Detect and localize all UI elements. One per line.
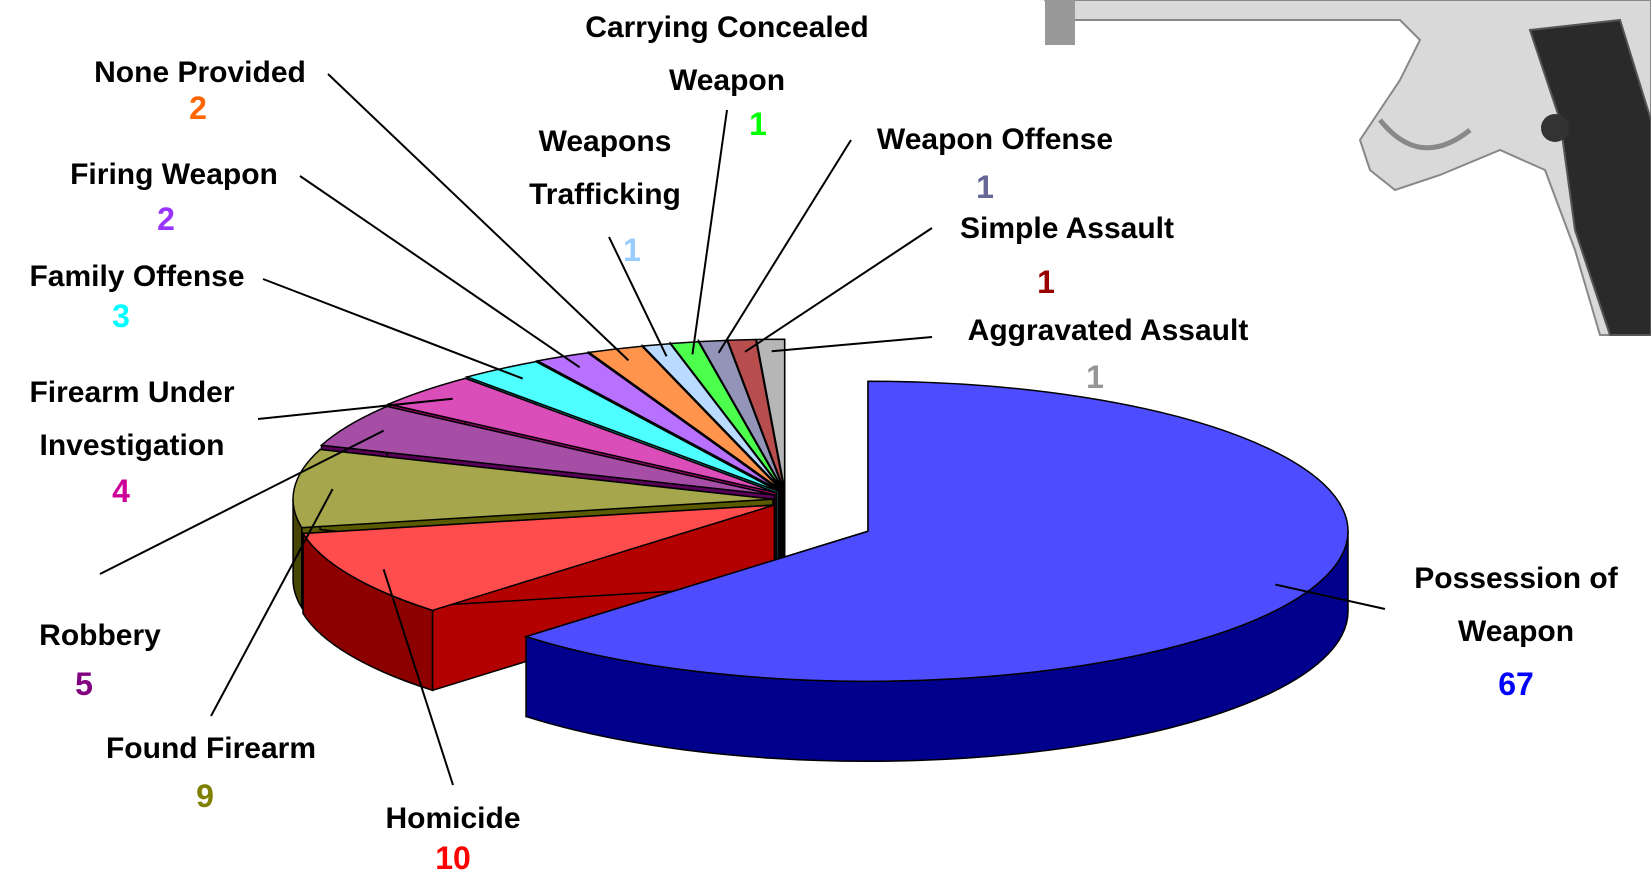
leader-line bbox=[263, 279, 523, 379]
value-label: 1 bbox=[1086, 359, 1104, 395]
slice-label: Weapons Trafficking bbox=[505, 115, 705, 221]
slice-label: Possession of Weapon bbox=[1381, 552, 1651, 658]
slice-label: Homicide bbox=[303, 792, 603, 845]
value-label: 67 bbox=[1498, 666, 1534, 702]
slice-label: Simple Assault bbox=[907, 202, 1227, 255]
leader-line bbox=[719, 140, 851, 353]
value-label: 5 bbox=[75, 666, 93, 702]
value-label: 4 bbox=[112, 473, 130, 509]
pistol-screw bbox=[1541, 114, 1569, 142]
value-label: 9 bbox=[196, 778, 214, 814]
value-label: 1 bbox=[623, 232, 641, 268]
slice-label: Robbery bbox=[0, 609, 200, 662]
value-label: 1 bbox=[749, 106, 767, 142]
value-label: 3 bbox=[112, 298, 130, 334]
pistol-muzzle bbox=[1045, 0, 1075, 45]
slice-label: Carrying Concealed Weapon bbox=[552, 1, 902, 107]
value-label: 2 bbox=[189, 90, 207, 126]
chart: Possession of Weapon 67 Homicide10 Found Fi… bbox=[0, 0, 1651, 875]
pistol-illustration bbox=[1045, 0, 1651, 335]
value-label: 1 bbox=[976, 169, 994, 205]
value-label: 10 bbox=[435, 840, 471, 875]
slice-label: Firing Weapon bbox=[24, 148, 324, 201]
slice-label: Aggravated Assault bbox=[928, 304, 1288, 357]
slice-label: Firearm Under Investigation bbox=[0, 366, 267, 472]
leader-line bbox=[772, 337, 932, 351]
slice-label: Weapon Offense bbox=[835, 113, 1155, 166]
slice-label: Found Firearm bbox=[61, 722, 361, 775]
leader-line bbox=[745, 228, 932, 352]
value-label: 1 bbox=[1037, 264, 1055, 300]
slice-label: Family Offense bbox=[0, 250, 287, 303]
value-label: 2 bbox=[157, 201, 175, 237]
